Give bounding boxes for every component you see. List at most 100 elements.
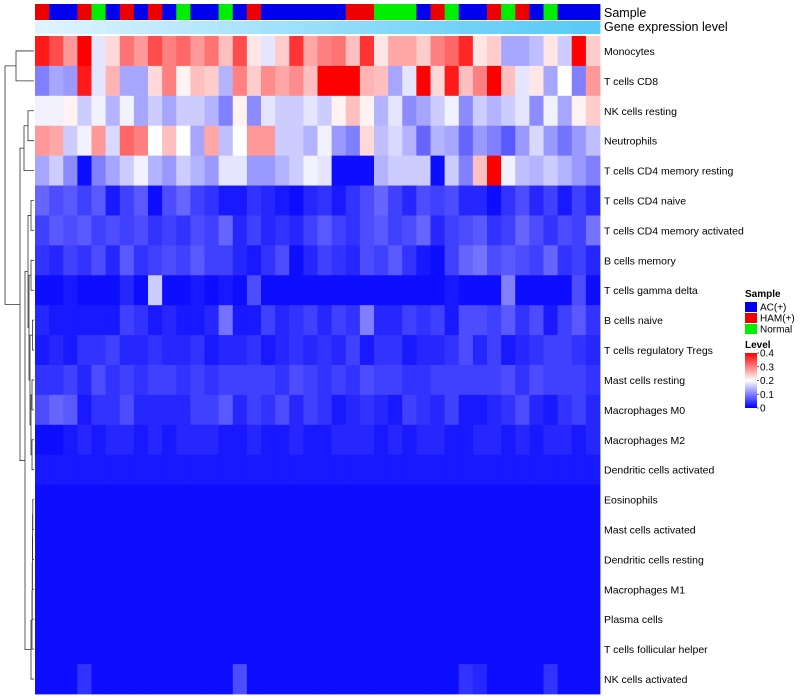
- heatmap-cell: [515, 484, 530, 515]
- heatmap-cell: [501, 215, 516, 246]
- heatmap-cell: [303, 215, 318, 246]
- heatmap-cell: [571, 36, 587, 67]
- level-tick-label: 0.4: [760, 349, 774, 360]
- heatmap-cell: [275, 604, 290, 635]
- heatmap-cell: [402, 514, 417, 545]
- heatmap-cell: [557, 275, 573, 306]
- heatmap-cell: [232, 185, 248, 216]
- heatmap-cell: [571, 365, 587, 396]
- heatmap-cell: [232, 36, 248, 67]
- heatmap-cell: [402, 65, 417, 97]
- heatmap-cell: [331, 664, 347, 695]
- heatmap-cell: [501, 394, 516, 426]
- heatmap-cell: [204, 335, 220, 366]
- heatmap-cell: [571, 125, 587, 157]
- sample-annotation-cell: [232, 4, 248, 20]
- heatmap-cell: [148, 155, 163, 186]
- heatmap-cell: [35, 514, 50, 545]
- heatmap-cell: [246, 95, 262, 127]
- heatmap-cell: [515, 574, 530, 605]
- heatmap-cell: [303, 634, 318, 665]
- heatmap-cell: [63, 394, 78, 426]
- heatmap-cell: [515, 155, 530, 186]
- heatmap-cell: [487, 185, 502, 216]
- heatmap-cell: [416, 424, 431, 456]
- heatmap-cell: [458, 185, 474, 216]
- heatmap-cell: [176, 185, 191, 216]
- heatmap-cell: [571, 215, 587, 246]
- row-label: Macrophages M1: [604, 584, 685, 596]
- heatmap-cell: [148, 65, 163, 97]
- heatmap-cell: [557, 36, 573, 67]
- heatmap-cell: [190, 215, 205, 246]
- row-label: T cells CD4 memory activated: [604, 225, 744, 237]
- heatmap-cell: [359, 574, 375, 605]
- heatmap-cell: [176, 65, 191, 97]
- heatmap-cell: [374, 424, 389, 456]
- heatmap-cell: [345, 574, 361, 605]
- heatmap-cell: [246, 574, 262, 605]
- heatmap-cell: [402, 365, 417, 396]
- heatmap-cell: [501, 454, 516, 486]
- heatmap-cell: [176, 604, 191, 635]
- heatmap-cell: [35, 574, 50, 605]
- heatmap-cell: [275, 544, 290, 575]
- heatmap-cell: [77, 305, 92, 336]
- heatmap-cell: [388, 65, 403, 97]
- heatmap-cell: [261, 36, 276, 67]
- heatmap-cell: [331, 514, 347, 545]
- heatmap-cell: [91, 604, 107, 635]
- heatmap-cell: [317, 305, 333, 336]
- heatmap-cell: [162, 65, 177, 97]
- heatmap-cell: [515, 65, 530, 97]
- heatmap-cell: [133, 245, 149, 276]
- heatmap-cell: [303, 484, 318, 515]
- heatmap-cell: [543, 155, 559, 186]
- heatmap-cell: [133, 185, 149, 216]
- heatmap-cell: [63, 544, 78, 575]
- heatmap-cell: [374, 215, 389, 246]
- row-label: Monocytes: [604, 46, 655, 58]
- heatmap-cell: [119, 394, 135, 426]
- heatmap-cell: [557, 484, 573, 515]
- heatmap-cell: [444, 335, 460, 366]
- gene-expression-cell: [345, 21, 361, 34]
- heatmap-cell: [190, 634, 205, 665]
- heatmap-cell: [402, 185, 417, 216]
- heatmap-cell: [77, 155, 92, 186]
- sample-annotation-cell: [176, 4, 191, 20]
- heatmap-cell: [345, 514, 361, 545]
- heatmap-cell: [232, 215, 248, 246]
- heatmap-cell: [63, 574, 78, 605]
- heatmap-cell: [543, 36, 559, 67]
- heatmap-cell: [585, 514, 601, 545]
- sample-annotation-cell: [487, 4, 502, 20]
- sample-annotation-cell: [331, 4, 347, 20]
- heatmap-cell: [529, 125, 544, 157]
- heatmap-cell: [162, 95, 177, 127]
- heatmap-cell: [571, 65, 587, 97]
- heatmap-cell: [585, 484, 601, 515]
- heatmap-cell: [402, 305, 417, 336]
- heatmap-cell: [444, 215, 460, 246]
- heatmap-cell: [388, 424, 403, 456]
- heatmap-cell: [176, 275, 191, 306]
- heatmap-cell: [430, 95, 446, 127]
- sample-annotation-cell: [472, 4, 488, 20]
- heatmap-cell: [444, 125, 460, 157]
- heatmap-cell: [402, 36, 417, 67]
- heatmap-cell: [317, 664, 333, 695]
- heatmap-cell: [162, 394, 177, 426]
- heatmap-cell: [119, 484, 135, 515]
- heatmap-cell: [261, 365, 276, 396]
- gene-expression-cell: [388, 21, 403, 34]
- heatmap-cell: [63, 65, 78, 97]
- heatmap-cell: [77, 65, 92, 97]
- heatmap-cell: [49, 634, 64, 665]
- heatmap-cell: [585, 454, 601, 486]
- heatmap-cell: [176, 424, 191, 456]
- heatmap-cell: [190, 125, 205, 157]
- gene-expression-cell: [515, 21, 530, 34]
- heatmap-cell: [246, 514, 262, 545]
- heatmap-cell: [190, 335, 205, 366]
